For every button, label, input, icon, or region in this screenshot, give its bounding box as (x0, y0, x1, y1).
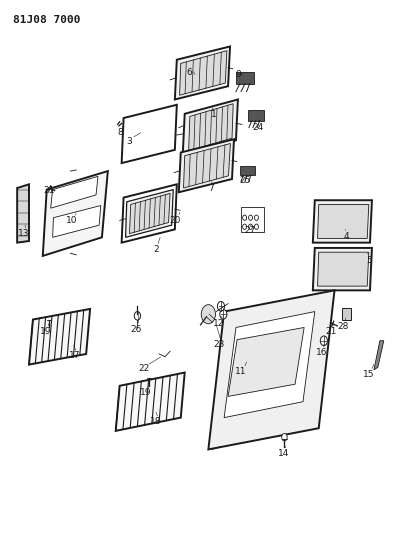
Polygon shape (318, 205, 369, 238)
Text: 7: 7 (208, 184, 214, 193)
Text: 5: 5 (367, 256, 372, 265)
Bar (240, 166, 255, 175)
Text: 8: 8 (118, 128, 123, 138)
Circle shape (218, 302, 225, 311)
Circle shape (220, 310, 227, 319)
Text: 18: 18 (150, 417, 162, 426)
Text: 9: 9 (235, 70, 241, 79)
Polygon shape (43, 171, 108, 256)
Text: 13: 13 (18, 229, 29, 238)
Text: 22: 22 (138, 365, 149, 373)
Text: 16: 16 (316, 349, 327, 358)
Polygon shape (17, 184, 29, 243)
Polygon shape (313, 248, 372, 290)
Polygon shape (224, 312, 315, 418)
Bar (341, 308, 351, 319)
Text: 3: 3 (127, 137, 132, 146)
Text: 19: 19 (140, 388, 152, 397)
Text: 21: 21 (43, 186, 55, 195)
Text: 6: 6 (187, 68, 192, 77)
Circle shape (282, 433, 287, 441)
Polygon shape (116, 373, 185, 431)
Bar (248, 110, 264, 120)
Polygon shape (129, 193, 170, 233)
Bar (236, 72, 254, 84)
Text: 11: 11 (235, 367, 247, 376)
Text: 28: 28 (337, 322, 349, 331)
Text: 26: 26 (130, 325, 141, 334)
Polygon shape (179, 51, 227, 95)
Text: 14: 14 (278, 449, 289, 458)
Circle shape (201, 305, 216, 324)
Polygon shape (125, 190, 173, 237)
Text: 20: 20 (170, 216, 181, 225)
Text: 81J08 7000: 81J08 7000 (13, 14, 81, 25)
Text: 12: 12 (213, 319, 225, 328)
Polygon shape (208, 290, 335, 449)
Text: 2: 2 (154, 245, 159, 254)
Text: 21: 21 (325, 327, 337, 336)
Text: 23: 23 (213, 341, 225, 350)
Polygon shape (313, 200, 372, 243)
Text: 15: 15 (363, 369, 374, 378)
Polygon shape (175, 46, 230, 100)
Polygon shape (228, 327, 304, 397)
Polygon shape (318, 252, 369, 286)
Polygon shape (183, 143, 230, 188)
Polygon shape (53, 206, 101, 237)
Text: 17: 17 (69, 351, 81, 360)
Polygon shape (29, 309, 90, 365)
Text: 1: 1 (211, 110, 217, 119)
Text: 10: 10 (66, 216, 77, 225)
Text: 27: 27 (245, 227, 256, 236)
Text: 25: 25 (239, 176, 251, 185)
Polygon shape (51, 176, 98, 208)
Polygon shape (189, 104, 233, 151)
Text: 4: 4 (343, 232, 349, 241)
Circle shape (320, 336, 328, 345)
Polygon shape (179, 139, 234, 192)
Circle shape (134, 312, 141, 320)
Polygon shape (374, 341, 384, 370)
Polygon shape (183, 100, 238, 155)
Bar (241, 207, 264, 232)
Text: 24: 24 (253, 123, 264, 132)
Text: 19: 19 (40, 327, 51, 336)
